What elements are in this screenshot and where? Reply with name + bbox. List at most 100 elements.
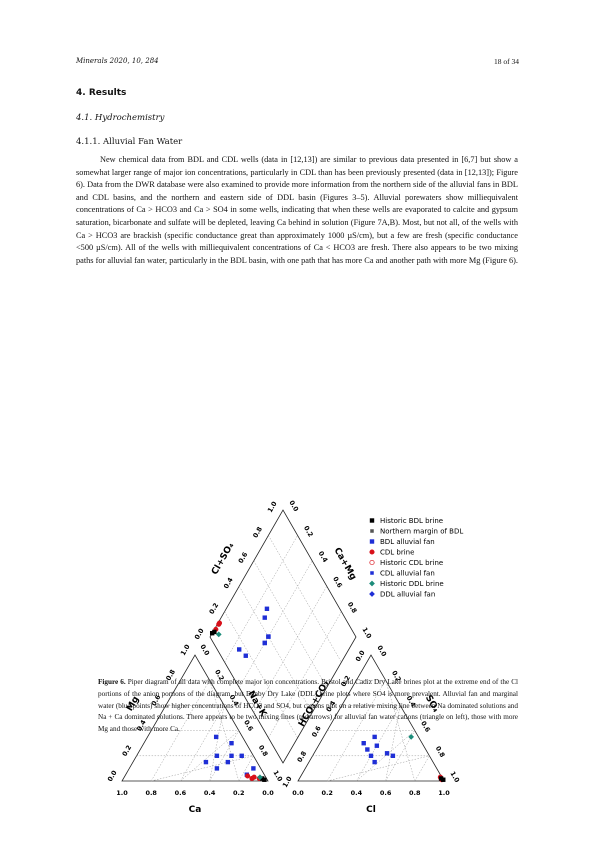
tick-label-mg: 0.0 <box>106 769 119 783</box>
tick-label-ca: 0.8 <box>145 789 157 797</box>
data-point <box>370 529 374 533</box>
cation-triangle-grid <box>209 705 225 782</box>
legend-label: Historic DDL brine <box>380 580 444 588</box>
data-point <box>216 620 223 626</box>
data-point <box>266 634 271 639</box>
diamond-grid <box>224 535 298 663</box>
tick-label-nak: 0.8 <box>257 744 270 758</box>
data-point <box>438 776 444 781</box>
tick-label-camg: 0.8 <box>346 601 359 615</box>
tick-label-so4: 1.0 <box>448 770 461 784</box>
data-point <box>264 606 270 611</box>
axis-label-cl: Cl <box>366 805 376 815</box>
diamond-grid <box>238 586 313 713</box>
tick-label-clso4: 1.0 <box>266 500 279 514</box>
tick-label-clso4: 0.2 <box>208 602 221 616</box>
data-point <box>212 629 217 635</box>
piper-diamond <box>209 509 357 764</box>
tick-label-camg: 0.2 <box>302 524 315 538</box>
data-point <box>237 647 242 652</box>
data-point <box>229 741 234 746</box>
data-point <box>262 615 267 620</box>
subsection-heading: 4.1. Hydrochemistry <box>76 113 165 123</box>
diamond-grid <box>268 611 342 738</box>
tick-label-clso4: 0.0 <box>193 627 206 641</box>
data-point <box>372 734 377 740</box>
anion-triangle-grid <box>385 730 416 782</box>
data-point <box>214 753 220 758</box>
cation-triangle-grid <box>150 680 210 782</box>
cation-triangle-grid <box>209 730 240 782</box>
cation-triangle-grid <box>180 730 239 782</box>
tick-label-ca: 0.2 <box>233 789 245 797</box>
anion-triangle-grid <box>326 680 386 782</box>
data-point <box>213 734 219 740</box>
tick-label-ca: 0.0 <box>262 789 274 797</box>
data-point <box>203 759 209 765</box>
tick-label-so4: 0.8 <box>434 745 447 759</box>
tick-label-cl: 0.2 <box>321 789 333 797</box>
tick-label-camg: 0.0 <box>287 499 300 513</box>
tick-label-ca: 1.0 <box>116 789 128 797</box>
cation-triangle-grid <box>180 705 225 782</box>
anion-triangle-grid <box>327 755 430 782</box>
figure-caption: Figure 6. Piper diagram of all data with… <box>98 677 518 736</box>
axis-label-clso4: Cl+SO₄ <box>210 541 236 577</box>
cation-triangle-grid <box>238 755 254 782</box>
legend-label: BDL alluvial fan <box>380 538 435 546</box>
data-point <box>374 743 380 748</box>
diamond-grid <box>253 560 328 688</box>
tick-label-cl: 0.4 <box>351 789 363 797</box>
data-point <box>225 759 231 765</box>
subsubsection-heading: 4.1.1. Alluvial Fan Water <box>76 137 183 147</box>
data-point <box>365 747 370 752</box>
journal-header: Minerals 2020, 10, 284 <box>76 57 159 65</box>
data-point <box>251 766 256 771</box>
data-point <box>243 653 248 658</box>
anion-triangle-grid <box>356 705 401 782</box>
data-point <box>369 559 375 566</box>
tick-label-cl: 0.0 <box>292 789 304 797</box>
axis-label-ca: Ca <box>189 805 202 815</box>
tick-label-clso4: 0.8 <box>251 525 264 539</box>
data-point <box>257 774 263 781</box>
tick-label-cl: 1.0 <box>438 789 450 797</box>
legend-label: DDL alluvial fan <box>380 591 435 599</box>
tick-label-camg: 0.4 <box>317 550 330 564</box>
legend-label: Northern margin of BDL <box>380 528 463 536</box>
tick-label-cl: 0.6 <box>380 789 392 797</box>
tick-label-hco3: 0.8 <box>296 749 309 763</box>
data-point <box>369 591 375 597</box>
tick-label-clso4: 0.6 <box>237 550 250 564</box>
anion-triangle-grid <box>356 730 415 782</box>
tick-label-camg: 1.0 <box>360 626 373 640</box>
anion-triangle <box>297 654 445 782</box>
legend-label: Historic BDL brine <box>380 517 443 525</box>
data-point <box>262 640 267 646</box>
cation-triangle <box>121 654 269 782</box>
data-point <box>229 753 234 758</box>
data-point <box>390 753 396 758</box>
diamond-grid <box>238 560 313 688</box>
data-point <box>245 773 251 779</box>
anion-triangle-grid <box>385 705 401 782</box>
data-point <box>249 775 255 782</box>
data-point <box>372 759 377 765</box>
data-point <box>408 734 415 740</box>
diamond-grid <box>268 535 342 663</box>
page-number: 18 of 34 <box>494 57 519 66</box>
data-point <box>369 518 375 523</box>
tick-label-clso4: 0.4 <box>222 576 235 590</box>
legend-label: Historic CDL brine <box>380 559 443 567</box>
data-point <box>369 539 375 544</box>
tick-label-nak: 0.0 <box>198 643 211 657</box>
tick-label-mg: 0.2 <box>121 744 134 758</box>
tick-label-camg: 0.6 <box>331 575 344 589</box>
data-point <box>259 776 265 781</box>
section-heading: 4. Results <box>76 88 127 98</box>
diamond-grid <box>224 611 298 738</box>
tick-label-hco3: 0.0 <box>354 649 367 663</box>
legend-label: CDL brine <box>380 549 414 557</box>
body-paragraph: New chemical data from BDL and CDL wells… <box>76 155 518 265</box>
